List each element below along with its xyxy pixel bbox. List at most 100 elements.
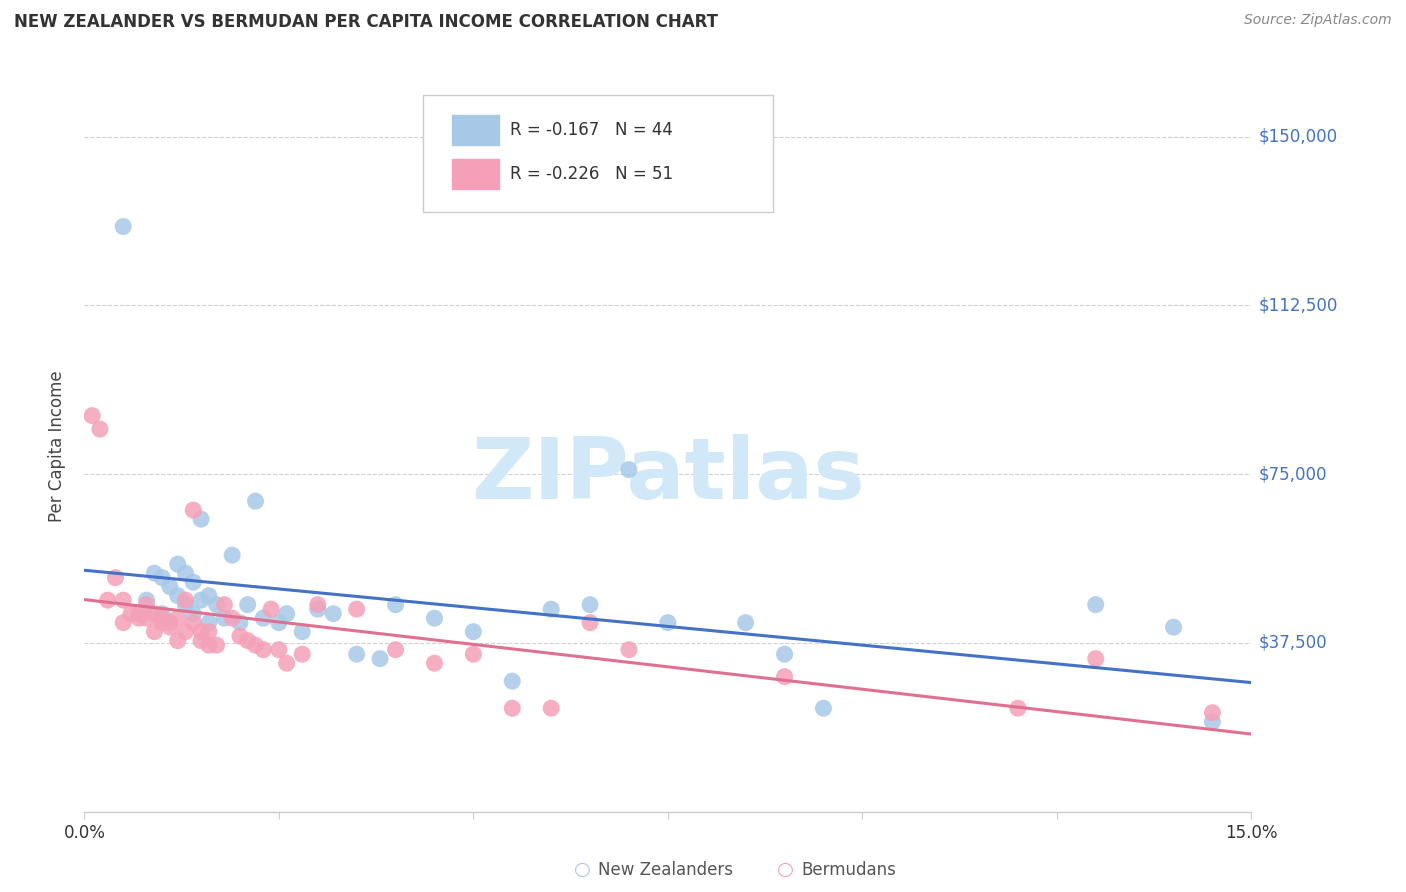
Text: $37,500: $37,500	[1258, 634, 1327, 652]
Text: R = -0.167   N = 44: R = -0.167 N = 44	[510, 121, 673, 139]
Point	[89, 422, 111, 436]
Point	[1084, 651, 1107, 665]
Point	[150, 571, 173, 585]
Point	[205, 598, 228, 612]
Point	[245, 494, 267, 508]
Point	[463, 624, 485, 639]
Point	[346, 602, 368, 616]
Text: NEW ZEALANDER VS BERMUDAN PER CAPITA INCOME CORRELATION CHART: NEW ZEALANDER VS BERMUDAN PER CAPITA INC…	[14, 13, 718, 31]
Point	[579, 615, 602, 630]
Point	[501, 701, 523, 715]
Point	[236, 598, 259, 612]
Point	[82, 409, 104, 423]
Point	[1163, 620, 1185, 634]
Text: $150,000: $150,000	[1258, 128, 1337, 145]
Point	[159, 580, 181, 594]
Point	[205, 638, 228, 652]
Point	[229, 629, 252, 643]
Point	[291, 624, 314, 639]
Point	[112, 219, 135, 234]
Text: New Zealanders: New Zealanders	[598, 861, 733, 879]
Point	[236, 633, 259, 648]
Text: R = -0.226   N = 51: R = -0.226 N = 51	[510, 165, 673, 183]
Point	[540, 602, 562, 616]
Point	[166, 557, 188, 571]
Text: $112,500: $112,500	[1258, 296, 1337, 314]
Point	[384, 642, 406, 657]
Point	[143, 566, 166, 581]
Point	[463, 647, 485, 661]
Point	[150, 611, 173, 625]
Point	[135, 593, 157, 607]
Point	[291, 647, 314, 661]
Point	[198, 638, 221, 652]
Point	[190, 512, 212, 526]
Text: $75,000: $75,000	[1258, 465, 1327, 483]
Point	[1007, 701, 1029, 715]
Text: ZIPatlas: ZIPatlas	[471, 434, 865, 516]
Point	[307, 602, 329, 616]
Bar	[451, 115, 499, 145]
Point	[221, 548, 243, 562]
Point	[181, 503, 204, 517]
Text: Source: ZipAtlas.com: Source: ZipAtlas.com	[1244, 13, 1392, 28]
Point	[617, 462, 640, 476]
Point	[166, 589, 188, 603]
Point	[229, 615, 252, 630]
Bar	[451, 159, 499, 189]
Point	[181, 615, 204, 630]
Point	[174, 598, 197, 612]
Point	[135, 611, 157, 625]
Point	[260, 602, 283, 616]
Point	[150, 615, 173, 630]
Point	[368, 651, 391, 665]
Point	[734, 615, 756, 630]
Point	[159, 615, 181, 630]
Point	[174, 624, 197, 639]
Point	[773, 670, 796, 684]
Point	[174, 593, 197, 607]
Point	[276, 656, 298, 670]
Point	[307, 598, 329, 612]
Point	[150, 607, 173, 621]
Point	[252, 642, 274, 657]
Point	[181, 575, 204, 590]
Point	[97, 593, 120, 607]
Point	[267, 615, 290, 630]
Point	[143, 624, 166, 639]
Point	[214, 611, 236, 625]
Point	[159, 620, 181, 634]
Point	[112, 593, 135, 607]
Point	[267, 642, 290, 657]
Point	[501, 674, 523, 689]
Point	[198, 615, 221, 630]
Point	[423, 656, 446, 670]
Point	[190, 633, 212, 648]
Point	[112, 615, 135, 630]
Point	[540, 701, 562, 715]
Point	[166, 633, 188, 648]
Point	[128, 611, 150, 625]
Point	[657, 615, 679, 630]
Point	[214, 598, 236, 612]
Point	[190, 593, 212, 607]
Point	[120, 607, 142, 621]
Point	[384, 598, 406, 612]
Point	[245, 638, 267, 652]
Point	[423, 611, 446, 625]
Point	[143, 607, 166, 621]
FancyBboxPatch shape	[423, 95, 773, 212]
Point	[617, 642, 640, 657]
Point	[128, 607, 150, 621]
Point	[190, 624, 212, 639]
Y-axis label: Per Capita Income: Per Capita Income	[48, 370, 66, 522]
Point	[579, 598, 602, 612]
Point	[773, 647, 796, 661]
Point	[198, 589, 221, 603]
Text: ○: ○	[778, 860, 794, 880]
Point	[221, 611, 243, 625]
Point	[1084, 598, 1107, 612]
Point	[181, 607, 204, 621]
Point	[322, 607, 344, 621]
Point	[174, 566, 197, 581]
